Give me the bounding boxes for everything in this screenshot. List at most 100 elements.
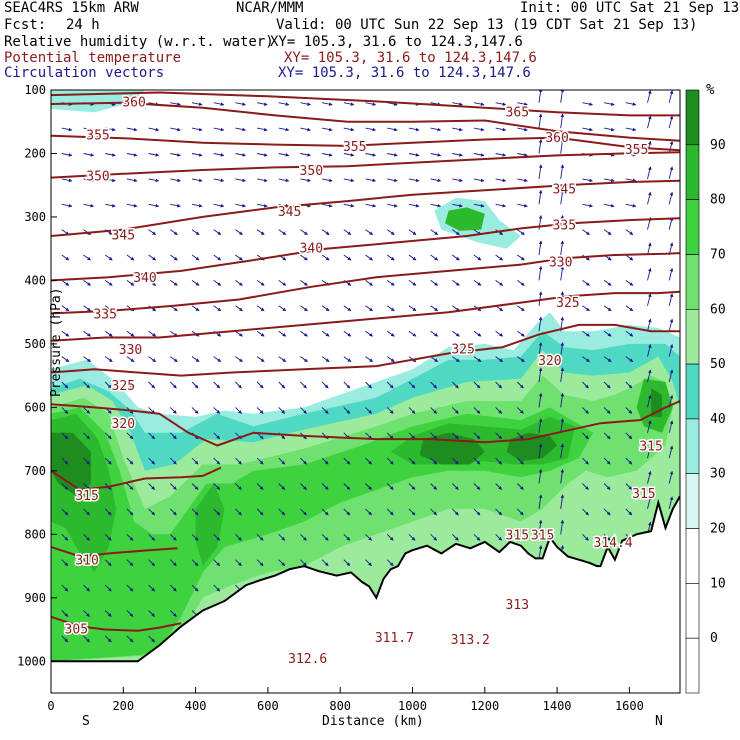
circulation-vector [538, 392, 543, 408]
circulation-vector [321, 508, 329, 516]
circulation-vector [256, 305, 265, 312]
circulation-vector [169, 559, 177, 567]
circulation-vector [495, 153, 507, 157]
circulation-vector [300, 305, 308, 312]
colorbar-label: 50 [710, 357, 726, 372]
circulation-vector [61, 280, 70, 286]
circulation-vector [104, 330, 113, 337]
circulation-vector [256, 483, 264, 490]
rh-region-80 [445, 207, 485, 231]
colorbar-label: 10 [710, 576, 726, 591]
circulation-vector [213, 356, 222, 362]
circulation-vector [300, 457, 307, 465]
circulation-vector [343, 153, 355, 157]
circulation-vector [582, 305, 590, 312]
circulation-vector [603, 229, 612, 235]
circulation-vector [430, 330, 439, 337]
circulation-vector [126, 584, 134, 592]
circulation-vector [452, 203, 463, 208]
circulation-vector [647, 242, 652, 256]
circulation-vector [387, 127, 398, 132]
circulation-vector [625, 432, 633, 440]
circulation-vector [126, 330, 135, 337]
theta-contour-335 [51, 252, 680, 315]
circulation-vector [169, 381, 177, 389]
circulation-vector [169, 483, 177, 490]
circulation-vector [647, 293, 652, 306]
circulation-vector [343, 102, 355, 106]
circulation-vector [668, 344, 674, 357]
circulation-vector [473, 254, 482, 261]
theta-contour-label: 360 [545, 131, 568, 146]
circulation-vector [386, 508, 394, 516]
circulation-vector [321, 229, 330, 235]
circulation-vector [495, 280, 504, 286]
circulation-vector [538, 342, 543, 357]
circulation-vector [517, 254, 525, 261]
circulation-vector [387, 203, 398, 208]
circulation-vector [256, 533, 264, 541]
circulation-vector [257, 102, 268, 106]
circulation-vector [430, 508, 438, 516]
circulation-vector [170, 203, 181, 208]
circulation-vector [321, 559, 329, 567]
colorbar-swatch [685, 199, 700, 255]
circulation-vector [582, 280, 590, 286]
circulation-vector [300, 127, 311, 132]
valid-time: Valid: 00 UTC Sun 22 Sep 13 (19 CDT Sat … [276, 17, 698, 33]
circulation-vector [495, 356, 504, 362]
circulation-vector [321, 457, 329, 465]
circulation-vector [126, 229, 135, 235]
theta-contour-label: 330 [549, 255, 572, 270]
circulation-vector [105, 203, 116, 208]
circulation-vector [604, 102, 615, 106]
theta-contour-label: 335 [93, 307, 116, 322]
circulation-vector [148, 508, 156, 516]
circulation-vector [278, 280, 287, 286]
circulation-vector [538, 468, 543, 484]
circulation-vector [560, 468, 565, 484]
circulation-vector [430, 483, 438, 490]
circulation-vector [408, 483, 416, 490]
circulation-vector [126, 483, 134, 490]
circulation-vector [386, 229, 395, 235]
circulation-vector [148, 356, 157, 362]
circulation-vector [365, 508, 372, 516]
circulation-vector [430, 127, 442, 132]
circulation-vector [83, 533, 90, 541]
circulation-vector [278, 559, 286, 567]
theta-contour-label: 330 [119, 343, 142, 358]
terrain-line [51, 495, 680, 663]
circulation-vector [104, 381, 112, 389]
circulation-vector [560, 164, 565, 179]
circulation-vector [256, 457, 264, 465]
circulation-vector [408, 153, 420, 157]
circulation-vector [191, 457, 199, 465]
circulation-vector [451, 508, 459, 516]
circulation-vector [365, 432, 372, 440]
circulation-vector [517, 356, 525, 362]
circulation-vector [61, 127, 73, 132]
circulation-vector [148, 153, 160, 157]
circulation-vector [83, 254, 91, 261]
circulation-vector [235, 381, 242, 389]
circulation-vector [365, 254, 373, 261]
circulation-vector [148, 432, 156, 440]
circulation-vector [365, 356, 373, 362]
circulation-vector [495, 330, 504, 337]
circulation-vector [104, 432, 112, 440]
circulation-vector [321, 533, 329, 541]
circulation-vector [126, 254, 135, 261]
circulation-vector [647, 267, 652, 281]
theta-contour-label: 320 [538, 354, 561, 369]
y-tick-label: 800 [24, 527, 46, 541]
circulation-vector [148, 280, 157, 286]
circulation-vector [170, 102, 181, 106]
circulation-vector [452, 102, 463, 106]
circulation-vector [170, 229, 178, 235]
circulation-vector [213, 203, 225, 208]
circulation-vector [213, 254, 222, 261]
circulation-vector [278, 483, 286, 490]
circulation-vector [408, 432, 416, 440]
circulation-vector [560, 189, 565, 205]
